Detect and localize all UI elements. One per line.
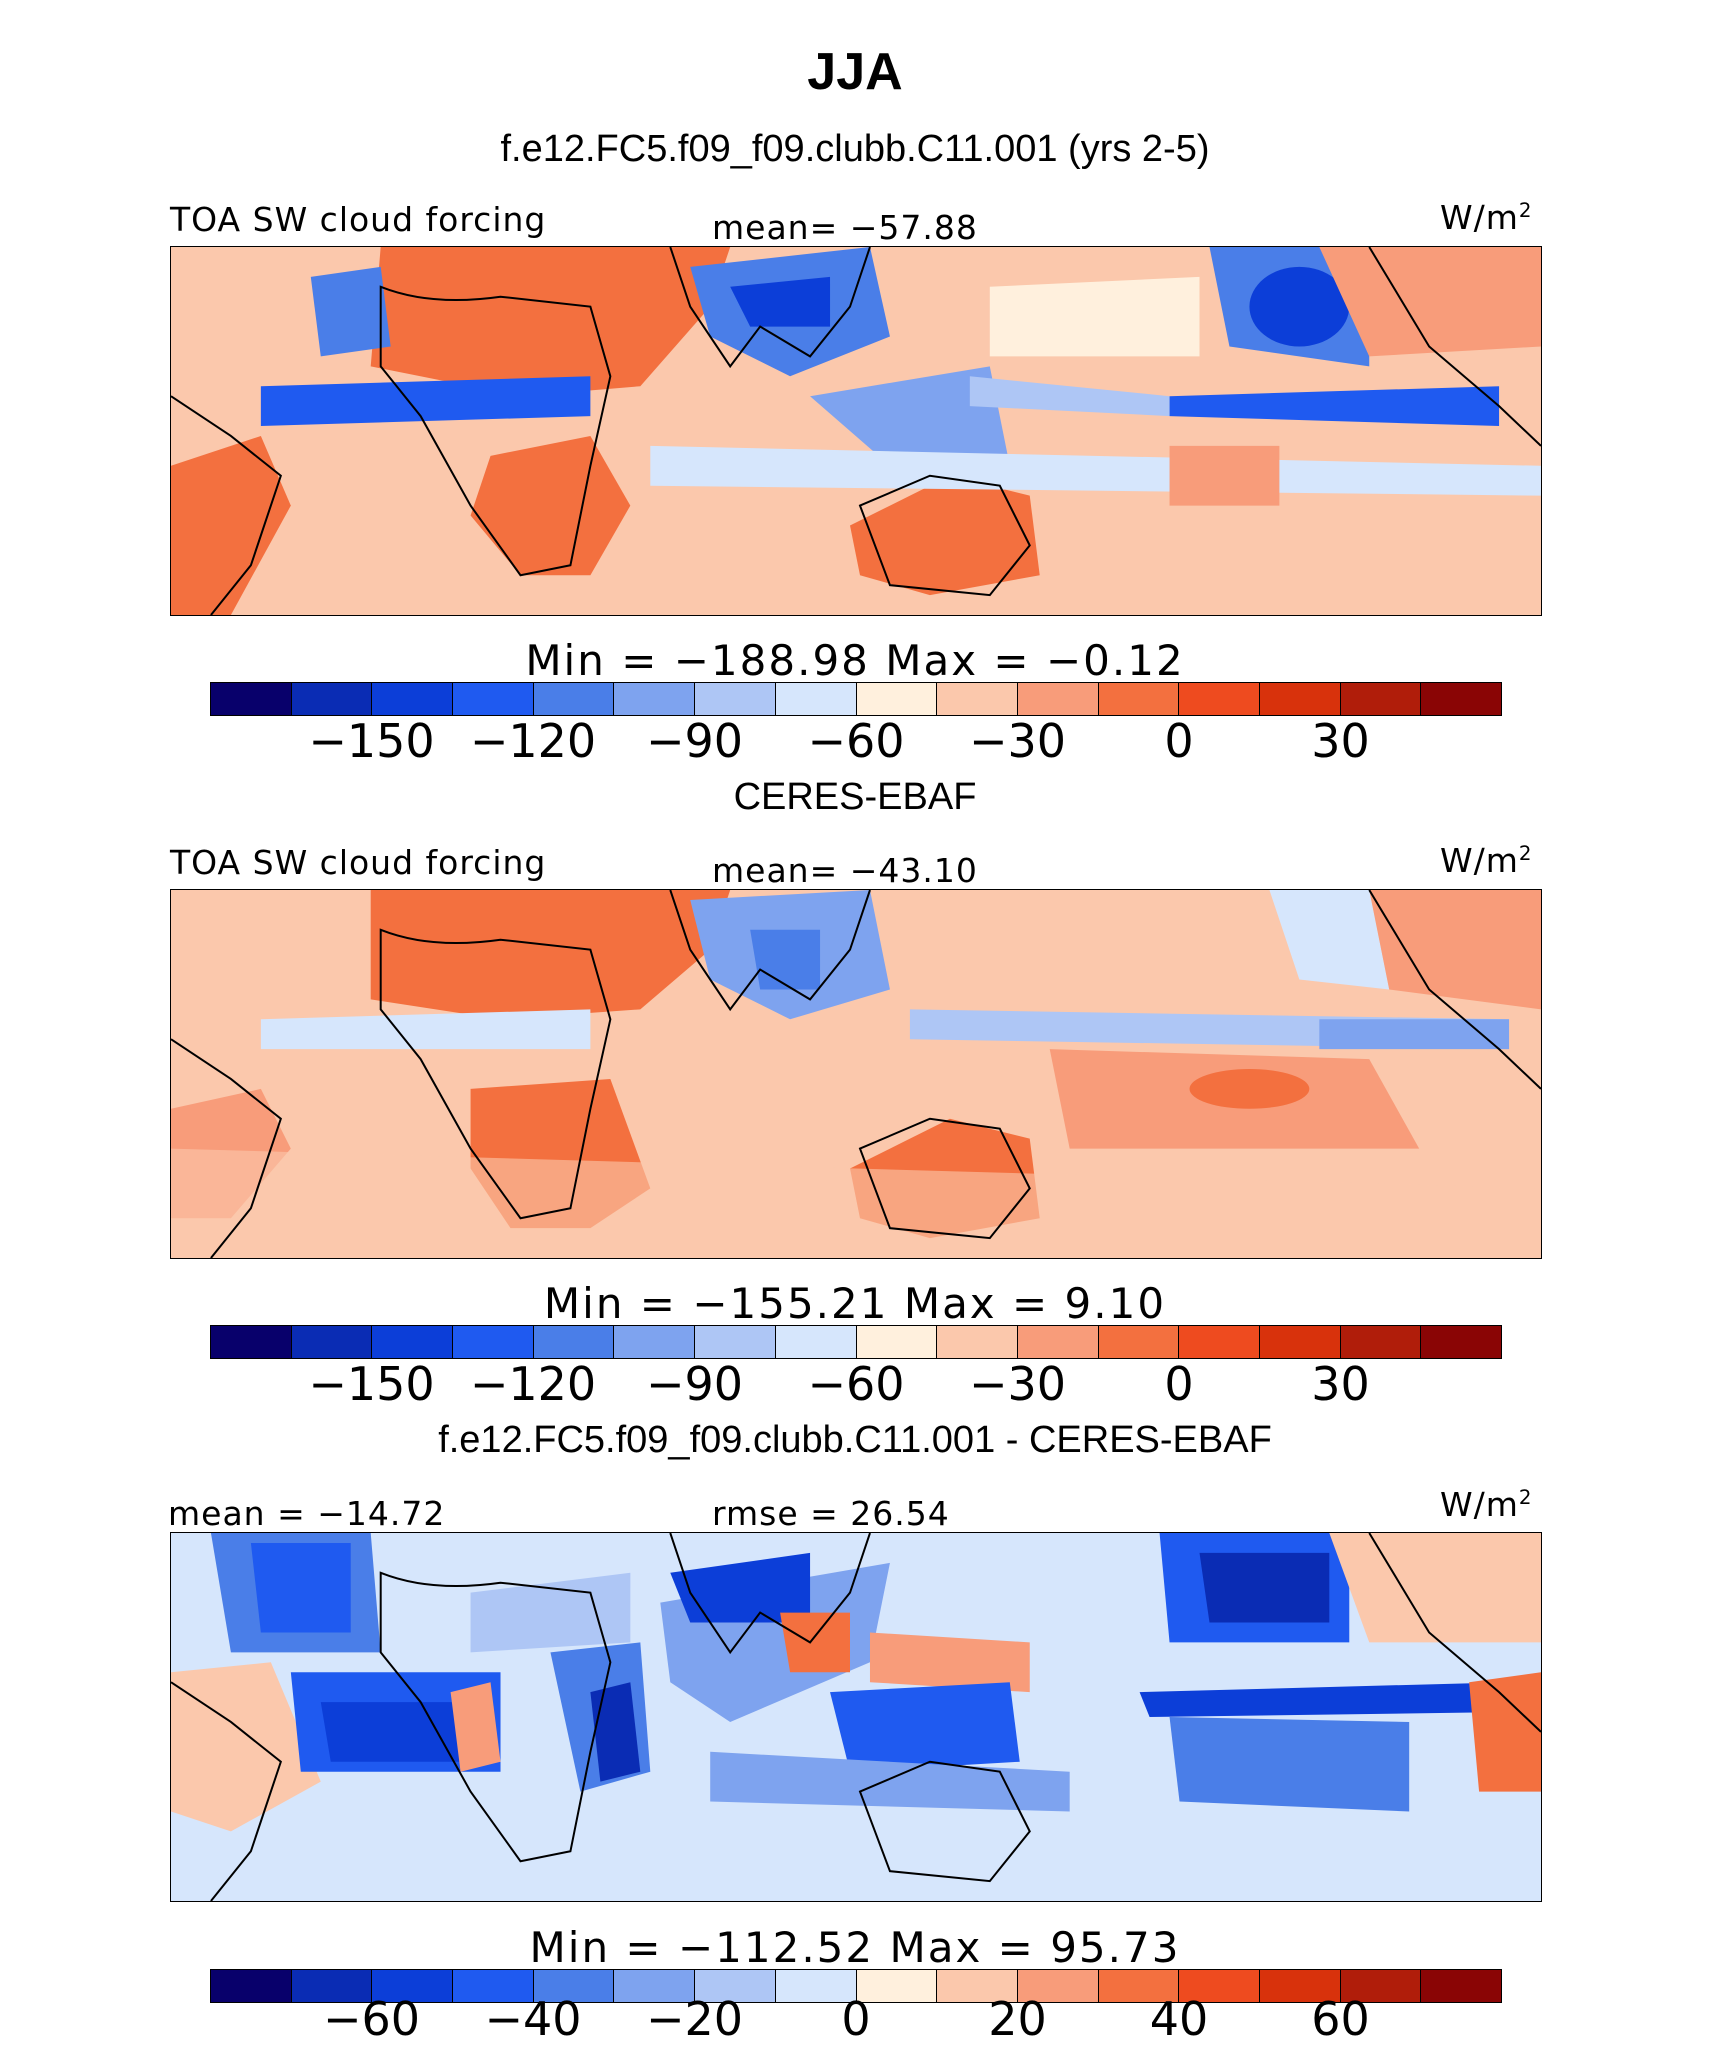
difference-header: f.e12.FC5.f09_f09.clubb.C11.001 - CERES-… (438, 1419, 1272, 1461)
colorbar-tick-label: −90 (645, 1357, 744, 1411)
page-title: JJA (807, 43, 903, 101)
colorbar-tick-label: −90 (645, 714, 744, 768)
colorbar-tick-label: 40 (1149, 1992, 1209, 2046)
colorbar-swatch (533, 683, 615, 715)
colorbar-swatch (695, 1326, 776, 1358)
colorbar (210, 1969, 1502, 2003)
colorbar-tick-label: −150 (308, 1357, 435, 1411)
colorbar-ticks: −150 −120 −90 −60 −30 0 30 (0, 714, 1710, 770)
colorbar-swatch (1098, 1970, 1180, 2002)
colorbar-swatch (775, 1970, 857, 2002)
colorbar-swatch (1421, 683, 1501, 715)
colorbar-swatch (1340, 683, 1422, 715)
colorbar-tick-label: −20 (645, 1992, 744, 2046)
colorbar-tick-label: −60 (322, 1992, 421, 2046)
colorbar-swatch (937, 1326, 1018, 1358)
colorbar-tick-label: 30 (1311, 1357, 1370, 1411)
colorbar-swatch (1421, 1970, 1501, 2002)
colorbar-swatch (856, 1970, 938, 2002)
rmse-label: rmse = 26.54 (712, 1494, 950, 1533)
colorbar-swatch (614, 1970, 696, 2002)
variable-label: TOA SW cloud forcing (170, 843, 547, 882)
colorbar-ticks: −60 −40 −20 0 20 40 60 (0, 1992, 1710, 2048)
colorbar-swatch (695, 1970, 776, 2002)
map-difference (171, 1533, 1541, 1901)
colorbar-swatch (1340, 1970, 1422, 2002)
variable-label: TOA SW cloud forcing (170, 200, 547, 239)
colorbar-swatch (937, 683, 1018, 715)
units-label: W/m2 (1440, 1485, 1533, 1524)
colorbar-swatch (856, 683, 938, 715)
colorbar-tick-label: 20 (988, 1992, 1047, 2046)
colorbar-swatch (856, 1326, 938, 1358)
mean-label: mean= −43.10 (712, 851, 978, 890)
colorbar-swatch (533, 1326, 615, 1358)
colorbar-swatch (1017, 1326, 1099, 1358)
units-label: W/m2 (1440, 198, 1533, 237)
colorbar-swatch (372, 683, 454, 715)
minmax-label: Min = −155.21 Max = 9.10 (543, 1279, 1167, 1328)
mean-label: mean= −57.88 (712, 208, 978, 247)
colorbar-swatch (775, 683, 857, 715)
colorbar-tick-label: −30 (968, 714, 1067, 768)
map-obs (171, 890, 1541, 1258)
colorbar-swatch (1340, 1326, 1422, 1358)
map-model (171, 247, 1541, 615)
minmax-label: Min = −188.98 Max = −0.12 (525, 636, 1185, 685)
colorbar-swatch (372, 1326, 454, 1358)
colorbar (210, 1325, 1502, 1359)
colorbar-swatch (291, 1970, 373, 2002)
colorbar-tick-label: −40 (484, 1992, 582, 2046)
colorbar-swatch (291, 1326, 373, 1358)
colorbar-swatch (211, 683, 292, 715)
colorbar-swatch (614, 1326, 696, 1358)
colorbar-swatch (1421, 1326, 1501, 1358)
colorbar-swatch (1259, 683, 1341, 715)
colorbar-swatch (372, 1970, 454, 2002)
colorbar-swatch (1179, 683, 1260, 715)
colorbar-swatch (453, 1970, 534, 2002)
colorbar-tick-label: −60 (807, 1357, 905, 1411)
colorbar-swatch (533, 1970, 615, 2002)
colorbar-swatch (1179, 1326, 1260, 1358)
colorbar-swatch (1017, 1970, 1099, 2002)
colorbar-tick-label: −150 (308, 714, 435, 768)
mean-label: mean = −14.72 (168, 1494, 446, 1533)
colorbar-tick-label: 0 (841, 1992, 871, 2046)
colorbar-swatch (614, 683, 696, 715)
map-panel-model (170, 246, 1542, 616)
colorbar-tick-label: −30 (968, 1357, 1067, 1411)
colorbar-swatch (775, 1326, 857, 1358)
map-panel-obs (170, 889, 1542, 1259)
colorbar-tick-label: 60 (1311, 1992, 1370, 2046)
obs-header: CERES-EBAF (733, 776, 977, 818)
minmax-label: Min = −112.52 Max = 95.73 (529, 1923, 1181, 1972)
colorbar-swatch (1098, 1326, 1180, 1358)
colorbar-swatch (1098, 683, 1180, 715)
colorbar-swatch (211, 1326, 292, 1358)
colorbar-tick-label: −60 (807, 714, 905, 768)
map-panel-difference (170, 1532, 1542, 1902)
colorbar-ticks: −150 −120 −90 −60 −30 0 30 (0, 1357, 1710, 1413)
colorbar-swatch (937, 1970, 1018, 2002)
colorbar-swatch (1179, 1970, 1260, 2002)
colorbar-swatch (453, 1326, 534, 1358)
colorbar-swatch (695, 683, 776, 715)
colorbar-tick-label: 0 (1164, 714, 1194, 768)
colorbar (210, 682, 1502, 716)
colorbar-swatch (453, 683, 534, 715)
colorbar-tick-label: −120 (469, 714, 597, 768)
colorbar-tick-label: 0 (1164, 1357, 1194, 1411)
colorbar-tick-label: −120 (469, 1357, 597, 1411)
colorbar-swatch (1017, 683, 1099, 715)
colorbar-swatch (1259, 1326, 1341, 1358)
colorbar-swatch (1259, 1970, 1341, 2002)
colorbar-tick-label: 30 (1311, 714, 1370, 768)
colorbar-swatch (291, 683, 373, 715)
model-run-header: f.e12.FC5.f09_f09.clubb.C11.001 (yrs 2-5… (500, 128, 1210, 170)
colorbar-swatch (211, 1970, 292, 2002)
units-label: W/m2 (1440, 841, 1533, 880)
